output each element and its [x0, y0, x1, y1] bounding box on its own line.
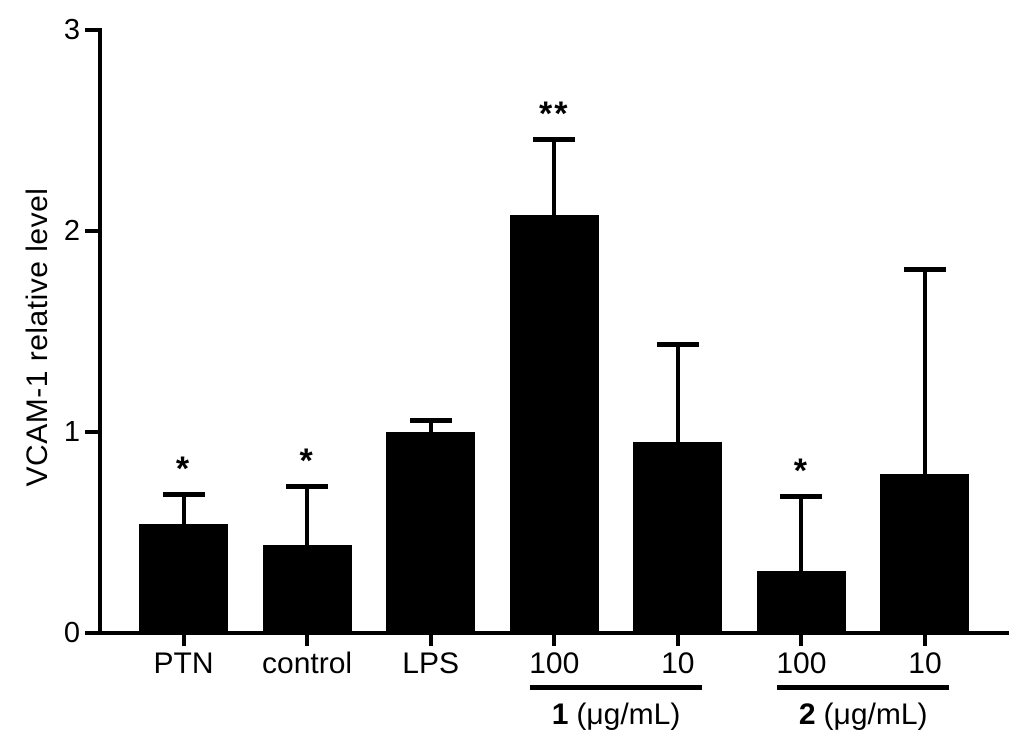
x-axis-tick — [675, 635, 680, 646]
x-category-label: 100 — [529, 647, 580, 680]
bar — [756, 570, 846, 633]
bar — [633, 442, 723, 633]
error-bar-cap — [656, 341, 699, 347]
error-bar-line — [922, 269, 927, 475]
error-bar-cap — [286, 484, 329, 490]
x-axis-tick — [305, 635, 310, 646]
bar — [386, 432, 476, 633]
bar — [509, 214, 599, 633]
error-bar-line — [552, 138, 557, 215]
x-category-label: LPS — [402, 647, 460, 680]
y-axis-tick — [85, 631, 98, 635]
x-axis-tick — [922, 635, 927, 646]
error-bar-line — [799, 496, 804, 571]
group-underline — [777, 685, 950, 690]
significance-label: ** — [539, 94, 570, 133]
y-tick-label: 3 — [63, 14, 80, 46]
error-bar-cap — [409, 417, 452, 423]
y-axis-tick — [85, 229, 98, 233]
error-bar-cap — [162, 492, 205, 498]
y-tick-label: 1 — [63, 416, 80, 448]
x-category-label: control — [262, 647, 353, 680]
y-tick-label: 0 — [63, 617, 80, 649]
group-underline — [530, 685, 703, 690]
error-bar-cap — [780, 494, 823, 500]
x-category-label: 10 — [908, 647, 942, 680]
group-label-number: 2 — [798, 698, 816, 731]
group-label-number: 1 — [551, 698, 569, 731]
y-axis-tick — [85, 430, 98, 434]
x-axis-tick — [181, 635, 186, 646]
error-bar-cap — [533, 136, 576, 142]
significance-label: * — [299, 442, 315, 481]
x-axis-tick — [799, 635, 804, 646]
significance-label: * — [793, 452, 809, 491]
group-label: 1 (μg/mL) — [506, 698, 726, 732]
error-bar-line — [675, 343, 680, 443]
x-category-label: 100 — [776, 647, 827, 680]
bar — [262, 544, 352, 633]
y-tick-label: 2 — [63, 215, 80, 247]
group-label: 2 (μg/mL) — [753, 698, 973, 732]
bar — [139, 524, 228, 633]
x-axis-tick — [552, 635, 557, 646]
error-bar-line — [305, 486, 310, 545]
x-category-label: 10 — [661, 647, 695, 680]
y-axis-line — [98, 28, 102, 635]
error-bar-line — [428, 419, 433, 432]
group-label-unit: (μg/mL) — [823, 698, 928, 731]
significance-label: * — [175, 450, 192, 489]
group-label-unit: (μg/mL) — [576, 698, 681, 731]
y-axis-tick — [85, 28, 98, 32]
error-bar-line — [181, 494, 186, 525]
bar — [880, 474, 970, 633]
x-axis-line — [98, 631, 1009, 635]
x-axis-tick — [428, 635, 433, 646]
x-category-label: PTN — [153, 647, 214, 680]
error-bar-cap — [903, 267, 946, 273]
